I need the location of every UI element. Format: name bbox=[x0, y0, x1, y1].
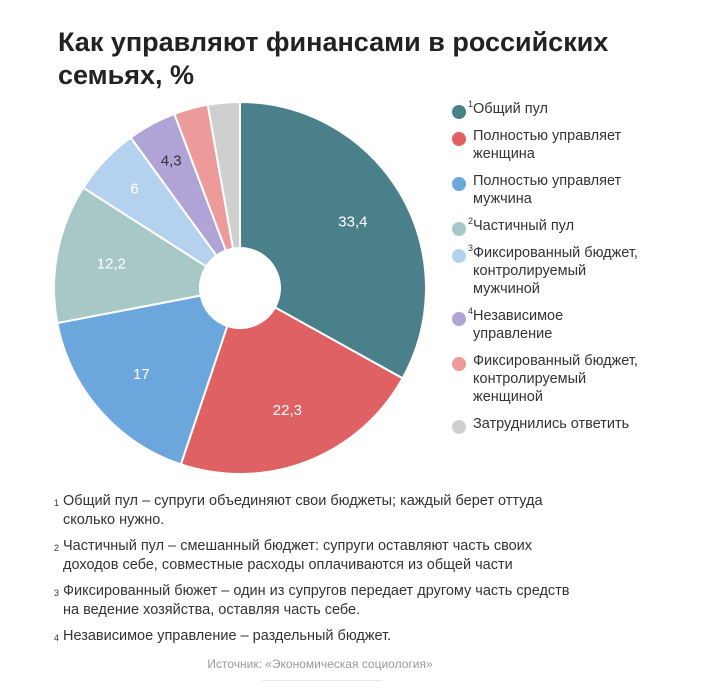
footnote-line: Фиксированный бюжет – один из супругов п… bbox=[63, 583, 570, 599]
slice-value-label-3: 12,2 bbox=[97, 255, 126, 272]
pie-slice-1 bbox=[179, 306, 404, 475]
footnote-text: Фиксированный бюжет – один из супругов п… bbox=[63, 582, 570, 620]
footnote-line: доходов себе, совместные расходы оплачив… bbox=[63, 557, 513, 573]
legend-label: Полностью управляет мужчина bbox=[473, 172, 621, 208]
slice-value-label-4: 6 bbox=[130, 181, 138, 198]
pie-slice-0 bbox=[239, 100, 427, 380]
legend-label-line: женщиной bbox=[473, 389, 543, 405]
legend-label-line: Полностью управляет bbox=[473, 128, 622, 144]
footnote-text: Частичный пул – смешанный бюджет: супруг… bbox=[63, 537, 532, 575]
legend-label-line: Частичный пул bbox=[473, 218, 575, 234]
legend-label: Полностью управляет женщина bbox=[473, 127, 621, 163]
legend-label-line: женщина bbox=[473, 146, 535, 162]
legend-swatch bbox=[452, 105, 466, 119]
slice-value-label-0: 33,4 bbox=[338, 214, 367, 231]
footnote-number: 3 bbox=[54, 588, 60, 598]
footnote-text: Общий пул – супруги объединяют свои бюдж… bbox=[63, 492, 543, 530]
legend-label-line: Общий пул bbox=[473, 101, 548, 117]
footnote-line: сколько нужно. bbox=[63, 512, 165, 528]
donut-chart: 33,4 22,3 17 12,2 6 4,3 bbox=[53, 100, 427, 475]
chart-title: Как управляют финансами в российских сем… bbox=[58, 27, 609, 90]
legend-label-line: Фиксированный бюджет, bbox=[473, 353, 638, 369]
legend-note-marker: 3 bbox=[468, 243, 474, 253]
slice-value-label-2: 17 bbox=[133, 366, 150, 383]
legend-label: 4 Независимое управление bbox=[468, 306, 564, 343]
legend-note-marker: 4 bbox=[468, 306, 474, 316]
legend-note-marker: 1 bbox=[468, 99, 474, 109]
legend-note-marker: 2 bbox=[468, 216, 474, 226]
pie-slice-2 bbox=[56, 294, 229, 466]
legend-label-line: контролируемый bbox=[473, 263, 587, 279]
footnote-line: Независимое управление – раздельный бюдж… bbox=[63, 628, 392, 644]
legend-label: 3 Фиксированный бюджет, контролируемый мужч… bbox=[468, 243, 638, 298]
source-divider bbox=[262, 680, 382, 681]
legend-swatch bbox=[452, 357, 466, 371]
legend-swatch bbox=[452, 222, 466, 236]
source-note: Источник: «Экономическая социология» bbox=[207, 657, 433, 671]
pie-slice-7 bbox=[206, 100, 241, 250]
footnote-number: 4 bbox=[54, 633, 60, 643]
footnote-text: Независимое управление – раздельный бюдж… bbox=[63, 627, 391, 646]
legend-label-line: Независимое bbox=[473, 308, 564, 324]
legend-swatch bbox=[452, 132, 466, 146]
footnote-number: 2 bbox=[54, 543, 60, 553]
legend-label-line: контролируемый bbox=[473, 371, 587, 387]
legend-label-line: мужчина bbox=[473, 191, 532, 207]
footnote-line: Частичный пул – смешанный бюджет: супруг… bbox=[63, 538, 533, 554]
legend-label-line: управление bbox=[473, 326, 553, 342]
footnote-line: Общий пул – супруги объединяют свои бюдж… bbox=[63, 493, 543, 509]
legend-label-line: Фиксированный бюджет, bbox=[473, 245, 638, 261]
legend-swatch bbox=[452, 312, 466, 326]
legend-label: 2 Частичный пул bbox=[468, 216, 575, 235]
legend-swatch bbox=[452, 249, 466, 263]
legend-swatch bbox=[452, 177, 466, 191]
slice-value-label-5: 4,3 bbox=[161, 152, 182, 169]
legend-label-line: Затруднились ответить bbox=[473, 416, 630, 432]
footnote-number: 1 bbox=[54, 498, 60, 508]
legend-swatch bbox=[452, 420, 466, 434]
legend-label-line: мужчиной bbox=[473, 281, 540, 297]
footnote-line: на ведение хозяйства, оставляя часть себ… bbox=[63, 602, 361, 618]
legend-label: Затруднились ответить bbox=[473, 415, 629, 433]
chart-panel: Как управляют финансами в российских сем… bbox=[53, 27, 638, 475]
slice-value-label-1: 22,3 bbox=[273, 402, 302, 419]
pie-slice-3 bbox=[53, 186, 208, 325]
legend-label: 1 Общий пул bbox=[468, 99, 548, 118]
legend-label: Фиксированный бюджет, контролируемый женщи… bbox=[473, 352, 638, 406]
legend-label-line: Полностью управляет bbox=[473, 173, 622, 189]
